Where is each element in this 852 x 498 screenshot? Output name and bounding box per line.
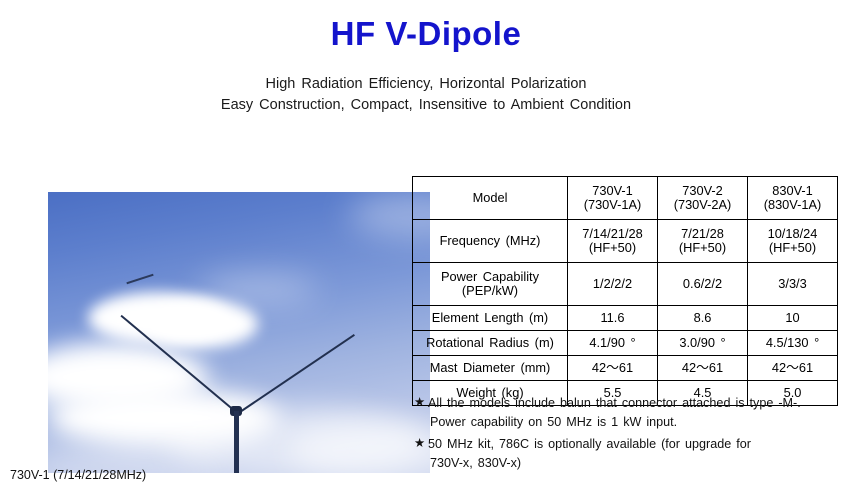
antenna-photo-frame <box>48 192 430 473</box>
cell-element-length-730v1: 11.6 <box>567 305 658 331</box>
model-alt-name: (830V-1A) <box>763 197 822 212</box>
model-name: 730V-2 <box>682 183 723 198</box>
cell-rot-radius-830v1: 4.5/130 ° <box>747 330 838 356</box>
table-row: Element Length (m) 11.6 8.6 10 <box>412 305 838 331</box>
model-name: 830V-1 <box>772 183 813 198</box>
footnote-line: 730V-x, 830V-x) <box>430 455 522 470</box>
cloud-shape <box>148 300 258 348</box>
row-label-main: Power Capability <box>440 269 540 284</box>
table-row: Weight (kg) 5.5 4.5 5.0 <box>412 380 838 406</box>
cell-frequency-730v2: 7/21/28 (HF+50) <box>657 219 748 263</box>
subtitle-block: High Radiation Efficiency, Horizontal Po… <box>0 74 852 116</box>
subtitle-line-1: High Radiation Efficiency, Horizontal Po… <box>265 76 587 92</box>
table-header-row: Model 730V-1 (730V-1A) 730V-2 (730V-2A) … <box>412 176 838 220</box>
table-header-730v2: 730V-2 (730V-2A) <box>657 176 748 220</box>
row-label-weight: Weight (kg) <box>412 380 568 406</box>
cell-value-sub: (HF+50) <box>768 240 817 255</box>
model-alt-name: (730V-1A) <box>583 197 642 212</box>
model-name: 730V-1 <box>592 183 633 198</box>
specifications-table: Model 730V-1 (730V-1A) 730V-2 (730V-2A) … <box>412 176 838 406</box>
cell-weight-730v2: 4.5 <box>657 380 748 406</box>
antenna-tip-left <box>126 273 154 285</box>
cell-value: 10/18/24 <box>767 226 818 241</box>
table-row: Power Capability (PEP/kW) 1/2/2/2 0.6/2/… <box>412 262 838 306</box>
row-label-rotational-radius: Rotational Radius (m) <box>412 330 568 356</box>
cloud-shape <box>288 422 430 473</box>
cell-value-sub: (HF+50) <box>678 240 727 255</box>
star-icon: ★ <box>414 436 426 450</box>
model-alt-name: (730V-2A) <box>673 197 732 212</box>
table-row: Mast Diameter (mm) 42～61 42～61 42～61 <box>412 355 838 381</box>
cell-frequency-730v1: 7/14/21/28 (HF+50) <box>567 219 658 263</box>
cell-mast-diameter-730v2: 42～61 <box>657 355 748 381</box>
table-row: Frequency (MHz) 7/14/21/28 (HF+50) 7/21/… <box>412 219 838 263</box>
cell-rot-radius-730v1: 4.1/90 ° <box>567 330 658 356</box>
antenna-photo <box>48 192 430 473</box>
cell-frequency-830v1: 10/18/24 (HF+50) <box>747 219 838 263</box>
row-label-sub: (PEP/kW) <box>461 283 519 298</box>
photo-caption: 730V-1 (7/14/21/28MHz) <box>10 468 147 482</box>
footnote-line: All the models include balun that connec… <box>428 396 801 410</box>
page-title: HF V-Dipole <box>330 15 522 52</box>
table-row: Rotational Radius (m) 4.1/90 ° 3.0/90 ° … <box>412 330 838 356</box>
cell-value: 7/14/21/28 <box>582 226 643 241</box>
footnote-balun: ★ All the models include balun that conn… <box>414 394 844 431</box>
cell-rot-radius-730v2: 3.0/90 ° <box>657 330 748 356</box>
cell-power-730v2: 0.6/2/2 <box>657 262 748 306</box>
cell-weight-730v1: 5.5 <box>567 380 658 406</box>
cell-mast-diameter-830v1: 42～61 <box>747 355 838 381</box>
cell-power-830v1: 3/3/3 <box>747 262 838 306</box>
cell-power-730v1: 1/2/2/2 <box>567 262 658 306</box>
row-label-power-capability: Power Capability (PEP/kW) <box>412 262 568 306</box>
table-header-830v1: 830V-1 (830V-1A) <box>747 176 838 220</box>
cell-value: 7/21/28 <box>681 226 724 241</box>
table-header-730v1: 730V-1 (730V-1A) <box>567 176 658 220</box>
row-label-element-length: Element Length (m) <box>412 305 568 331</box>
footnote-50mhz-kit: ★ 50 MHz kit, 786C is optionally availab… <box>414 435 844 472</box>
table-header-model: Model <box>412 176 568 220</box>
cell-weight-830v1: 5.0 <box>747 380 838 406</box>
cell-mast-diameter-730v1: 42～61 <box>567 355 658 381</box>
cloud-shape <box>198 274 318 304</box>
subtitle-line-2: Easy Construction, Compact, Insensitive … <box>220 97 632 113</box>
row-label-mast-diameter: Mast Diameter (mm) <box>412 355 568 381</box>
footnote-line: Power capability on 50 MHz is 1 kW input… <box>430 414 678 429</box>
antenna-element-right <box>239 334 355 413</box>
cell-value-sub: (HF+50) <box>588 240 637 255</box>
antenna-mast <box>234 411 239 473</box>
cell-element-length-830v1: 10 <box>747 305 838 331</box>
footnote-line: 50 MHz kit, 786C is optionally available… <box>428 437 751 451</box>
cell-element-length-730v2: 8.6 <box>657 305 748 331</box>
footnotes: ★ All the models include balun that conn… <box>414 394 844 476</box>
star-icon: ★ <box>414 395 426 409</box>
row-label-frequency: Frequency (MHz) <box>412 219 568 263</box>
